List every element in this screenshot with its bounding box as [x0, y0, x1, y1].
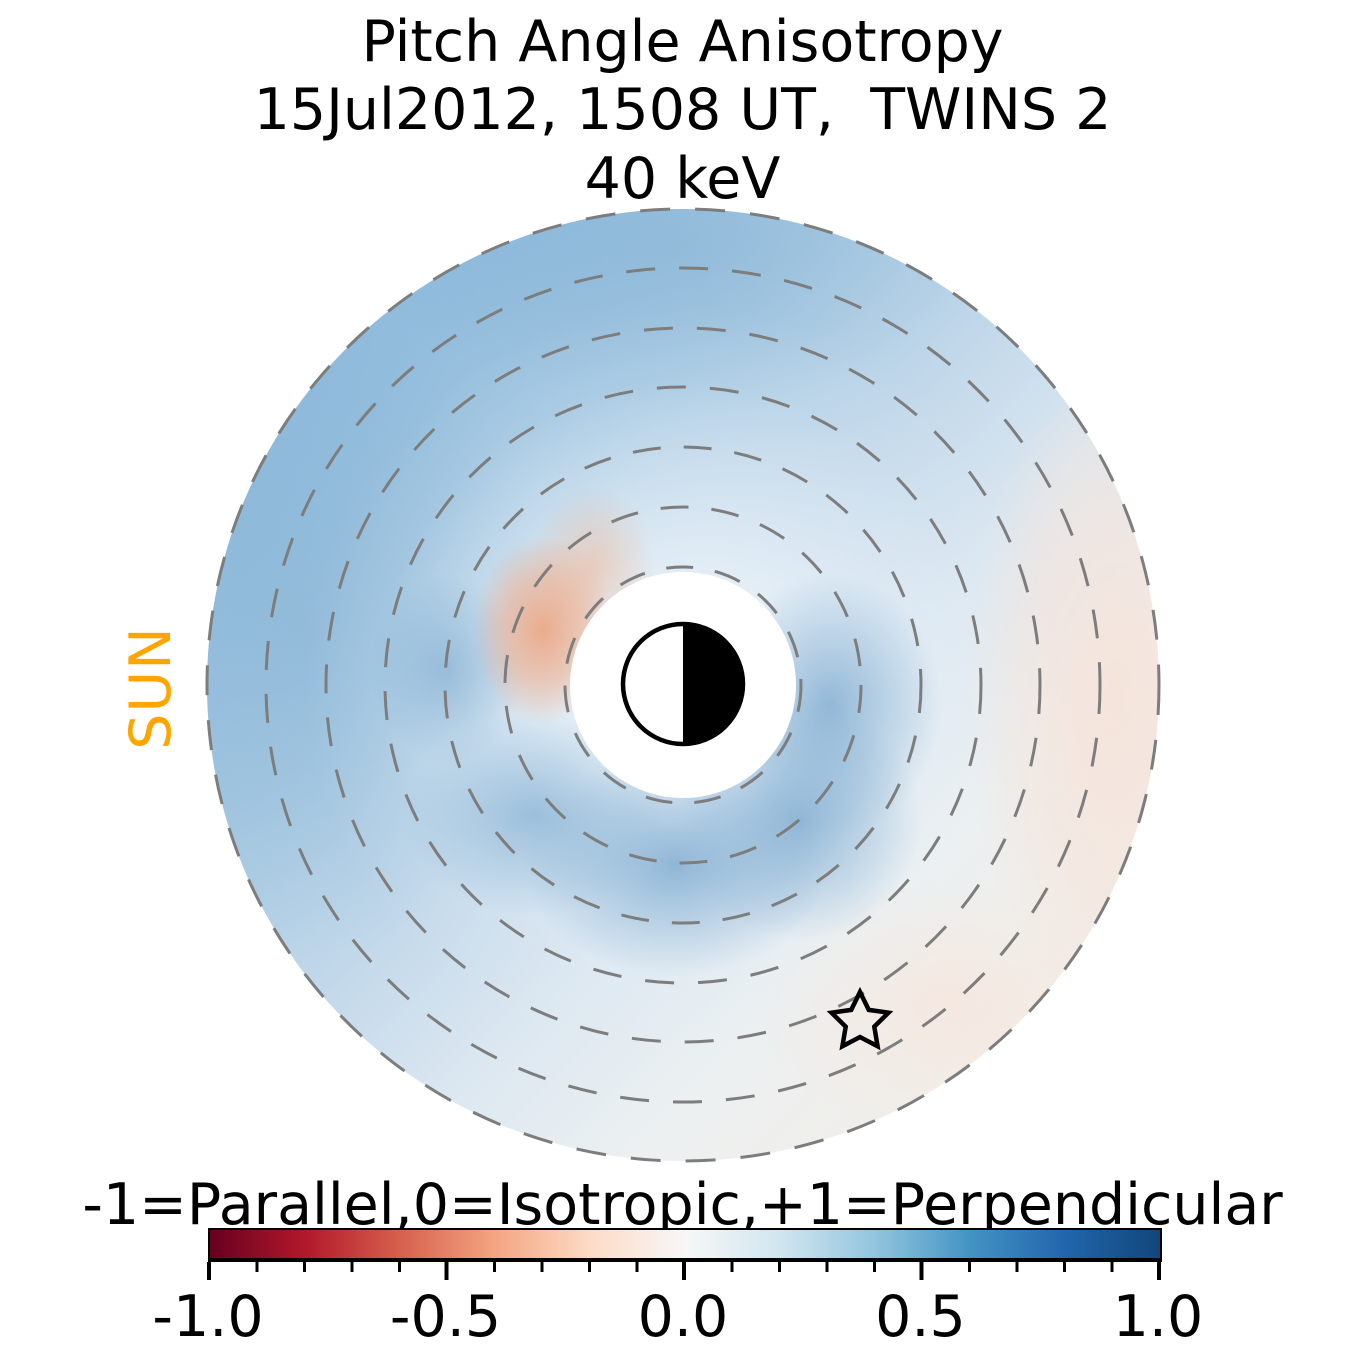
colorbar-tick-label: 0.0 — [637, 1284, 729, 1350]
title-line-3: 40 keV — [584, 145, 781, 212]
title-block: Pitch Angle Anisotropy 15Jul2012, 1508 U… — [0, 8, 1365, 213]
spacecraft-star-icon — [826, 986, 894, 1051]
l-shell-ring-8 — [205, 207, 1161, 1163]
colorbar-major-ticks — [207, 1262, 1161, 1280]
colorbar-tick-label: -0.5 — [389, 1284, 502, 1350]
colorbar-gradient — [208, 1228, 1162, 1260]
colorbar-tick-label: 1.0 — [1112, 1284, 1204, 1350]
l-shell-ring-6 — [324, 326, 1042, 1044]
colorbar-tick-label: 0.5 — [875, 1284, 966, 1350]
title-line-1: Pitch Angle Anisotropy — [361, 9, 1004, 75]
earth-nightside — [683, 624, 743, 744]
l-shell-ring-7 — [264, 266, 1102, 1104]
colorbar-axis-spine — [208, 1258, 1162, 1262]
title-line-2: 15Jul2012, 1508 UT, TWINS 2 — [253, 77, 1112, 144]
colorbar-label: -1=Parallel,0=Isotropic,+1=Perpendicular — [82, 1172, 1283, 1238]
colorbar-tick-label: -1.0 — [152, 1284, 264, 1350]
l-shell-ring-2 — [563, 565, 803, 805]
earth-symbol — [620, 621, 746, 747]
l-shell-ring-5 — [383, 385, 983, 985]
l-shell-ring-4 — [443, 445, 923, 925]
l-shell-ring-3 — [503, 505, 863, 865]
colorbar-tick-labels: -1.0 -0.5 0.0 0.5 1.0 — [152, 1284, 1203, 1354]
